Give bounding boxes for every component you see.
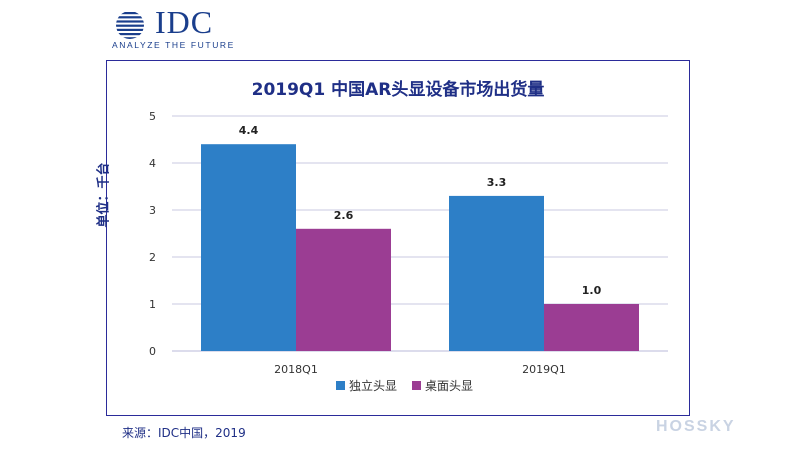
data-label: 3.3 bbox=[487, 176, 507, 189]
bar bbox=[544, 304, 639, 351]
legend-label: 独立头显 bbox=[349, 378, 397, 393]
data-label: 2.6 bbox=[334, 209, 354, 222]
x-tick-label: 2019Q1 bbox=[522, 363, 566, 376]
watermark: HOSSKY bbox=[656, 418, 736, 435]
x-tick-label: 2018Q1 bbox=[274, 363, 318, 376]
legend-swatch bbox=[336, 381, 345, 390]
logo-tagline: ANALYZE THE FUTURE bbox=[112, 40, 235, 50]
legend-swatch bbox=[412, 381, 421, 390]
bar bbox=[201, 144, 296, 351]
data-label: 4.4 bbox=[239, 124, 259, 137]
y-tick-label: 3 bbox=[149, 204, 156, 217]
y-tick-label: 0 bbox=[149, 345, 156, 358]
source-note: 来源：IDC中国，2019 bbox=[122, 426, 246, 440]
data-label: 1.0 bbox=[582, 284, 602, 297]
y-tick-label: 2 bbox=[149, 251, 156, 264]
chart-frame: 2019Q1 中国AR头显设备市场出货量 bbox=[106, 60, 690, 416]
logo-brand: IDC bbox=[155, 4, 214, 40]
legend-label: 桌面头显 bbox=[425, 379, 473, 393]
y-tick-label: 5 bbox=[149, 110, 156, 123]
idc-globe-icon bbox=[116, 12, 144, 39]
idc-logo: IDC ANALYZE THE FUTURE bbox=[112, 4, 242, 55]
y-tick-label: 1 bbox=[149, 298, 156, 311]
bar bbox=[296, 228, 391, 351]
y-tick-label: 4 bbox=[149, 157, 156, 170]
bar bbox=[449, 195, 544, 351]
chart-title: 2019Q1 中国AR头显设备市场出货量 bbox=[251, 80, 545, 100]
